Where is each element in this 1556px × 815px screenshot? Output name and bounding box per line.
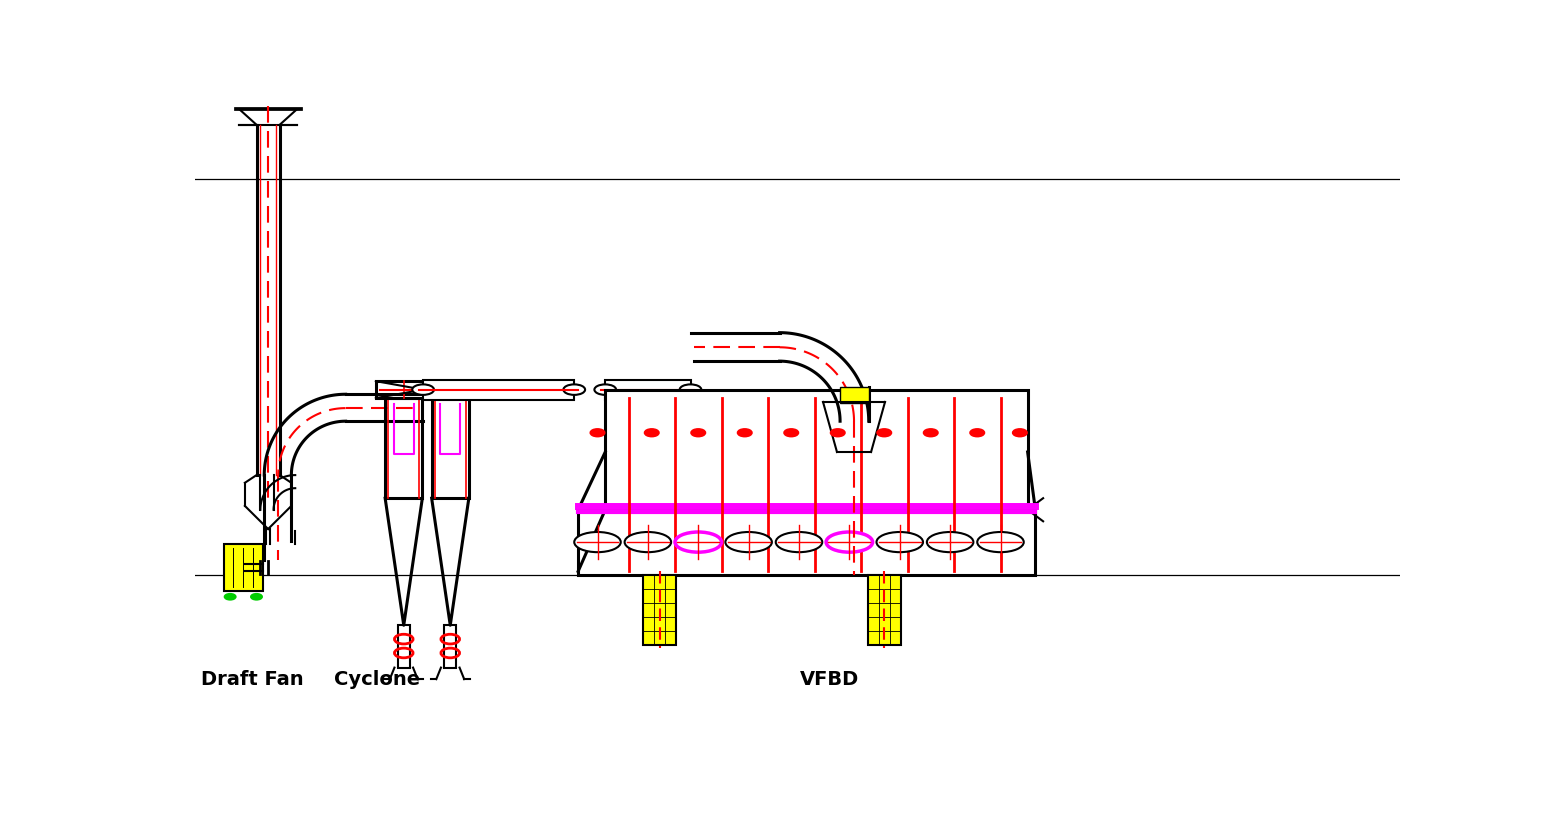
Circle shape (784, 430, 798, 436)
Ellipse shape (927, 532, 974, 553)
Bar (224, 544, 263, 591)
Bar (431, 398, 468, 498)
Circle shape (738, 430, 752, 436)
Circle shape (878, 430, 892, 436)
Circle shape (691, 430, 705, 436)
Ellipse shape (876, 532, 923, 553)
Ellipse shape (776, 532, 822, 553)
Ellipse shape (680, 385, 702, 395)
Circle shape (591, 430, 604, 436)
Ellipse shape (725, 532, 772, 553)
Bar (840, 386, 868, 403)
Circle shape (224, 594, 235, 600)
Ellipse shape (624, 532, 671, 553)
Circle shape (924, 430, 938, 436)
Text: VFBD: VFBD (800, 670, 859, 689)
Ellipse shape (675, 532, 722, 553)
Circle shape (1013, 430, 1027, 436)
Circle shape (251, 594, 261, 600)
Bar (397, 625, 409, 667)
Bar (423, 380, 574, 399)
Ellipse shape (826, 532, 873, 553)
Bar (377, 381, 478, 398)
Bar (443, 625, 456, 667)
Bar (868, 575, 901, 645)
Ellipse shape (594, 385, 616, 395)
Ellipse shape (563, 385, 585, 395)
Polygon shape (377, 381, 423, 398)
Circle shape (644, 430, 658, 436)
Bar (605, 380, 691, 399)
Ellipse shape (977, 532, 1024, 553)
Bar (386, 398, 422, 498)
Bar (605, 390, 1027, 509)
Text: Cyclone: Cyclone (333, 670, 420, 689)
Ellipse shape (574, 532, 621, 553)
Circle shape (831, 430, 845, 436)
Bar (579, 509, 1035, 575)
Bar (643, 575, 675, 645)
Circle shape (971, 430, 985, 436)
Text: Draft Fan: Draft Fan (201, 670, 303, 689)
Ellipse shape (412, 385, 434, 395)
